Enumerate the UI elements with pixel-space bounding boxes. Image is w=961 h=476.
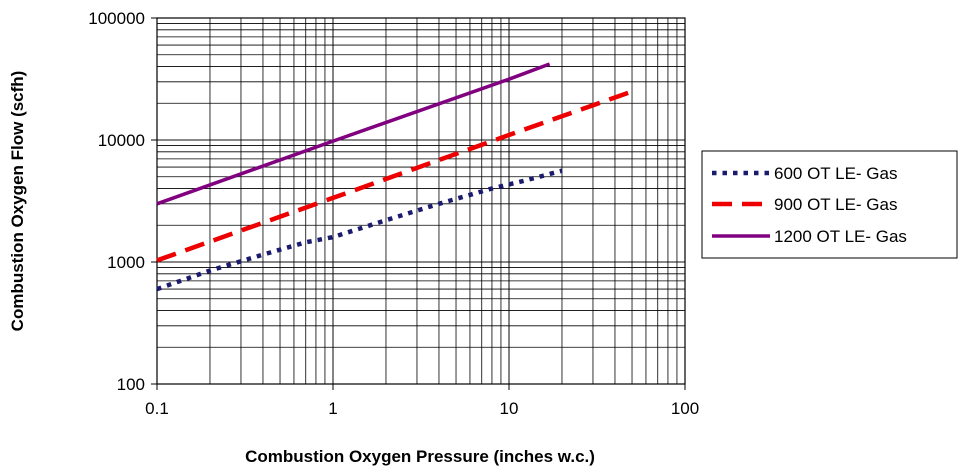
series-line-2: [156, 89, 633, 263]
y-tick-label: 100000: [88, 9, 145, 28]
y-tick-label: 1000: [107, 253, 145, 272]
y-axis-title: Combustion Oxygen Flow (scfh): [8, 71, 27, 332]
legend-label-2: 900 OT LE- Gas: [774, 195, 897, 214]
y-tick-labels: 100 1000 10000 100000: [88, 9, 157, 394]
series-line-3: [156, 62, 551, 206]
legend: 600 OT LE- Gas 900 OT LE- Gas 1200 OT LE- …: [701, 150, 958, 259]
series-layer: [156, 62, 633, 292]
grid: [156, 17, 686, 385]
x-tick-labels: 0.1 1 10 100: [145, 384, 699, 418]
x-tick-label: 100: [671, 399, 699, 418]
legend-label-1: 600 OT LE- Gas: [774, 164, 897, 183]
x-tick-label: 0.1: [145, 399, 169, 418]
plot-area-frame: [156, 17, 686, 385]
y-tick-label: 10000: [98, 131, 145, 150]
y-tick-label: 100: [117, 375, 145, 394]
x-tick-label: 1: [328, 399, 337, 418]
x-axis-title: Combustion Oxygen Pressure (inches w.c.): [245, 447, 595, 466]
x-tick-label: 10: [500, 399, 519, 418]
legend-label-3: 1200 OT LE- Gas: [774, 227, 907, 246]
series-line-1: [156, 168, 563, 292]
